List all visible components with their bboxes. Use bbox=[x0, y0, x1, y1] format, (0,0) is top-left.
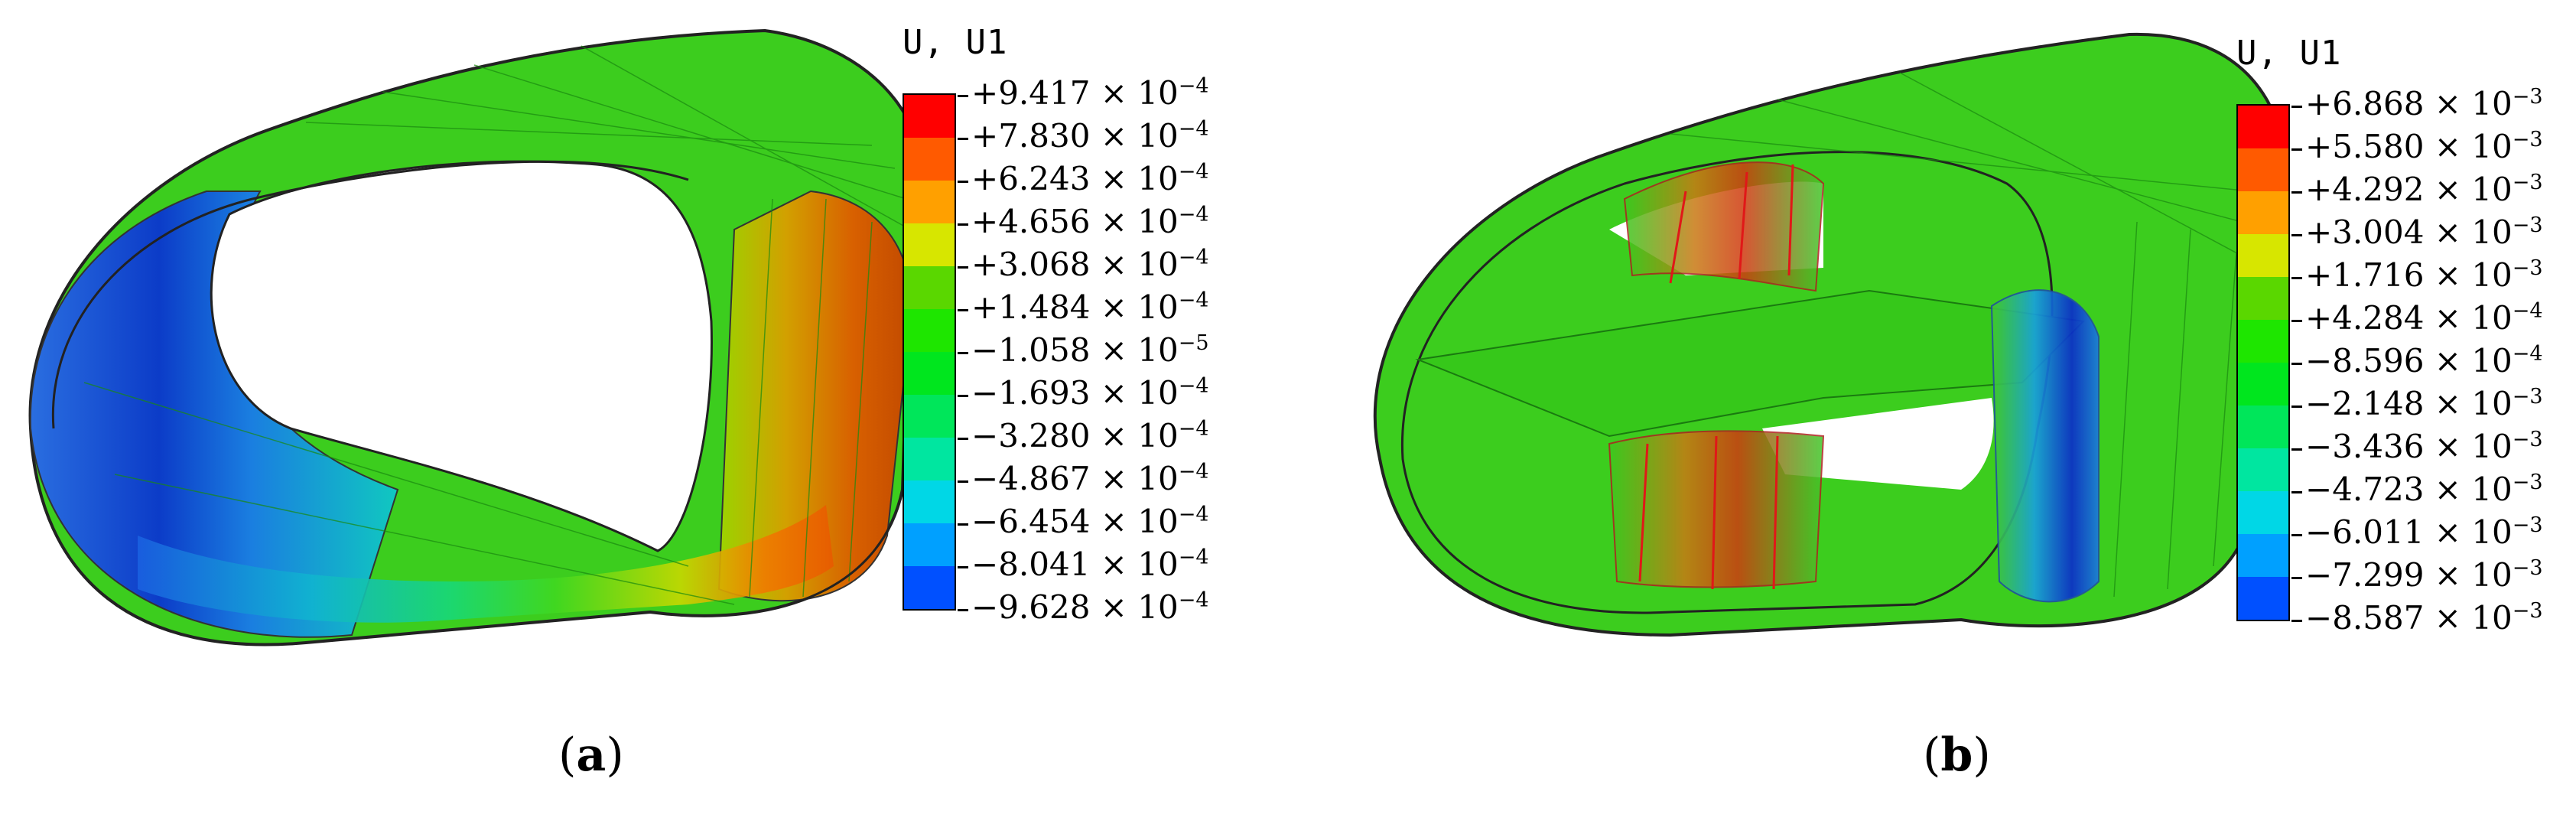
legend-label: +1.716 × 10−3 bbox=[2291, 256, 2543, 295]
legend-title: U, U1 bbox=[2236, 34, 2342, 73]
color-swatch bbox=[904, 395, 955, 438]
color-swatch bbox=[2238, 277, 2288, 320]
legend-label: −1.058 × 10−5 bbox=[958, 331, 1209, 370]
legend-label: −3.280 × 10−4 bbox=[958, 417, 1209, 455]
color-scale-bar bbox=[2236, 104, 2290, 621]
legend-label: −8.041 × 10−4 bbox=[958, 546, 1209, 584]
legend-label: +1.484 × 10−4 bbox=[958, 288, 1209, 327]
legend-label: +4.284 × 10−4 bbox=[2291, 299, 2543, 337]
color-swatch bbox=[2238, 148, 2288, 191]
color-swatch bbox=[2238, 491, 2288, 534]
legend-label: −8.596 × 10−4 bbox=[2291, 342, 2543, 380]
legend-label: −4.723 × 10−3 bbox=[2291, 471, 2543, 509]
color-swatch bbox=[2238, 191, 2288, 234]
color-swatch bbox=[904, 181, 955, 223]
color-swatch bbox=[904, 352, 955, 395]
legend-label: +3.004 × 10−3 bbox=[2291, 213, 2543, 252]
tunnel-lining-model-a bbox=[28, 28, 925, 646]
legend-label: −3.436 × 10−3 bbox=[2291, 428, 2543, 466]
color-scale-bar bbox=[903, 93, 956, 611]
legend-label: +7.830 × 10−4 bbox=[958, 117, 1209, 155]
caption-a: (a) bbox=[558, 728, 624, 782]
color-swatch bbox=[2238, 577, 2288, 620]
shell-bottom-band bbox=[138, 505, 834, 623]
color-swatch bbox=[2238, 363, 2288, 405]
color-swatch bbox=[2238, 448, 2288, 491]
legend-label: +3.068 × 10−4 bbox=[958, 246, 1209, 284]
color-swatch bbox=[904, 138, 955, 181]
mesh-lines bbox=[83, 45, 911, 605]
color-swatch bbox=[904, 223, 955, 266]
caption-b: (b) bbox=[1923, 728, 1991, 782]
color-swatch bbox=[904, 523, 955, 566]
color-swatch bbox=[2238, 234, 2288, 277]
tunnel-lining-model-b bbox=[1373, 32, 2289, 637]
outer-rim-line bbox=[1960, 535, 2246, 627]
color-swatch bbox=[904, 309, 955, 352]
color-swatch bbox=[904, 438, 955, 480]
mesh-lines-red bbox=[1638, 164, 1794, 590]
color-swatch bbox=[2238, 106, 2288, 148]
interior-wall-lower bbox=[1608, 430, 1825, 588]
outer-rim-line bbox=[649, 489, 904, 617]
legend-label: −4.867 × 10−4 bbox=[958, 460, 1209, 498]
legend-label: −7.299 × 10−3 bbox=[2291, 556, 2543, 594]
color-swatch bbox=[904, 566, 955, 609]
mesh-lines bbox=[1670, 72, 2279, 598]
legend-label: +4.292 × 10−3 bbox=[2291, 171, 2543, 209]
color-swatch bbox=[2238, 534, 2288, 577]
panel-b: U, U1 +6.868 × 10−3 +5.580 × 10−3 +4.292… bbox=[1288, 0, 2576, 824]
color-swatch bbox=[2238, 405, 2288, 448]
legend-label: −8.587 × 10−3 bbox=[2291, 599, 2543, 637]
panel-a: U, U1 +9.417 × 10−4 +7.830 × 10−4 +6.243… bbox=[28, 23, 1209, 782]
legend-label: −6.011 × 10−3 bbox=[2291, 513, 2543, 552]
legend-label: +6.868 × 10−3 bbox=[2291, 85, 2543, 123]
legend-label: +4.656 × 10−4 bbox=[958, 203, 1209, 241]
interior-wall-right bbox=[1990, 289, 2100, 603]
color-swatch bbox=[904, 480, 955, 523]
color-swatch bbox=[904, 95, 955, 138]
legend-label: +6.243 × 10−4 bbox=[958, 160, 1209, 198]
color-swatch bbox=[2238, 320, 2288, 363]
color-swatch bbox=[904, 266, 955, 309]
legend-label: −6.454 × 10−4 bbox=[958, 503, 1209, 541]
legend-label: +9.417 × 10−4 bbox=[958, 74, 1209, 112]
inner-rim-line bbox=[51, 160, 689, 429]
legend-label: −9.628 × 10−4 bbox=[958, 588, 1209, 627]
legend-label: +5.580 × 10−3 bbox=[2291, 128, 2543, 166]
legend-title: U, U1 bbox=[903, 23, 1008, 62]
legend-label: −1.693 × 10−4 bbox=[958, 374, 1209, 412]
legend-label: −2.148 × 10−3 bbox=[2291, 385, 2543, 423]
